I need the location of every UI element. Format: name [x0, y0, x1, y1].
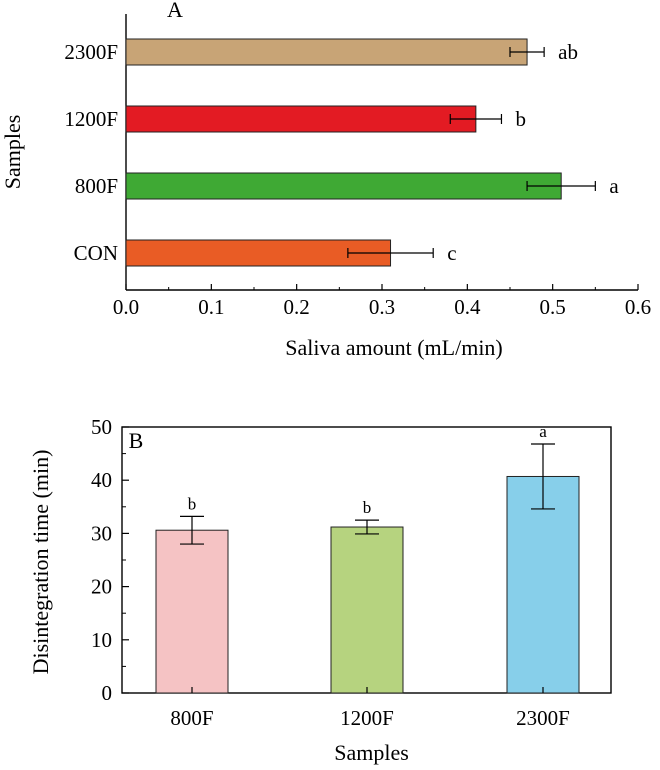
bar-a — [125, 105, 477, 133]
y-tick-label-a: 800F — [75, 174, 118, 198]
y-tick-label-b: 20 — [91, 575, 112, 599]
y-axis-title-b: Disintegration time (min) — [28, 450, 53, 675]
y-axis-title-a: Samples — [0, 115, 25, 190]
x-tick-label-a: 0.5 — [540, 295, 566, 319]
x-tick-label-a: 0.1 — [198, 295, 224, 319]
x-tick-label-b: 1200F — [340, 706, 394, 730]
x-axis-title-b: Samples — [334, 740, 409, 765]
y-tick-label-b: 10 — [91, 628, 112, 652]
significance-label-a: ab — [558, 40, 578, 64]
significance-label-a: a — [609, 174, 619, 198]
x-tick-label-a: 0.6 — [625, 295, 651, 319]
y-tick-label-a: 2300F — [64, 40, 118, 64]
significance-label-b: b — [363, 498, 372, 517]
y-tick-label-b: 50 — [91, 415, 112, 439]
x-axis-title-a: Saliva amount (mL/min) — [285, 335, 503, 360]
y-tick-label-a: CON — [74, 241, 118, 265]
bar-b — [506, 475, 580, 694]
x-tick-label-a: 0.0 — [113, 295, 139, 319]
significance-label-b: a — [539, 422, 547, 441]
bar-b — [155, 529, 229, 694]
bar-a — [125, 172, 562, 200]
chart-a: 0.0 0.1 0.2 0.3 0.4 0.5 0.6 CON c 800F a 1200F b 2300… — [0, 0, 651, 360]
bar-a — [125, 38, 528, 66]
significance-label-a: b — [515, 107, 526, 131]
panel-label-b: B — [129, 428, 144, 453]
chart-b: 0 10 20 30 40 50 800F b 1200F b 2300F a B Samples Disi… — [28, 415, 612, 765]
x-tick-label-b: 2300F — [516, 706, 570, 730]
y-tick-label-a: 1200F — [64, 107, 118, 131]
x-tick-label-a: 0.2 — [284, 295, 310, 319]
x-tick-label-b: 800F — [170, 706, 213, 730]
x-tick-label-a: 0.3 — [369, 295, 395, 319]
significance-label-a: c — [447, 241, 456, 265]
significance-label-b: b — [188, 494, 197, 513]
y-tick-label-b: 30 — [91, 521, 112, 545]
x-tick-label-a: 0.4 — [454, 295, 481, 319]
panel-label-a: A — [167, 0, 183, 22]
y-tick-label-b: 0 — [102, 681, 113, 705]
bar-b — [330, 526, 404, 694]
y-tick-label-b: 40 — [91, 468, 112, 492]
bar-a — [125, 239, 392, 267]
